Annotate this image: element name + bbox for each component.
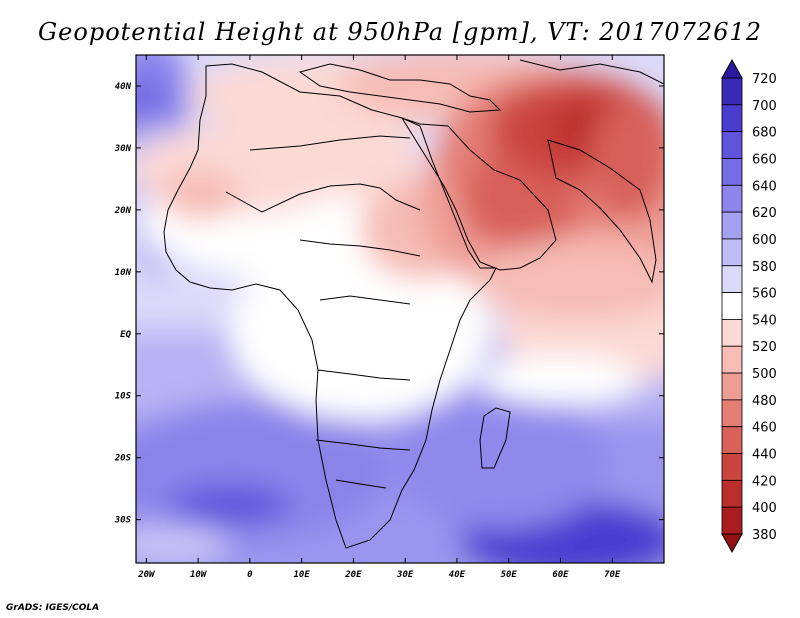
lon-label: 40E [449, 570, 466, 580]
height-field [136, 55, 664, 563]
lon-label: 20E [344, 570, 362, 580]
lat-label: 30S [114, 516, 132, 526]
colorbar-label: 440 [752, 448, 777, 463]
colorbar-segment [721, 77, 743, 106]
colorbar-label: 560 [752, 287, 777, 302]
colorbar-label: 660 [752, 152, 777, 167]
colorbar-label: 420 [752, 474, 777, 489]
lat-label: EQ [120, 330, 131, 340]
colorbar-label: 600 [752, 233, 777, 248]
longitude-ticks [145, 55, 613, 563]
colorbar-segment [721, 238, 743, 267]
plot-frame [135, 54, 665, 564]
colorbar-segment [721, 426, 743, 454]
colorbar-segment [721, 372, 743, 401]
colorbar-segment [721, 399, 743, 428]
colorbar-top-arrow [721, 58, 743, 79]
colorbar-segment [721, 184, 743, 213]
lat-label: 10S [115, 392, 132, 402]
coastlines [163, 59, 664, 549]
colorbar-segment [721, 345, 743, 374]
lon-label: 60E [552, 570, 569, 580]
lon-label: 30E [396, 570, 414, 580]
colorbar-label: 700 [752, 99, 777, 114]
lat-label: 40N [115, 82, 132, 92]
colorbar-segment [721, 265, 743, 293]
colorbar-segment [721, 453, 743, 481]
lon-label: 50E [501, 570, 518, 580]
colorbar-segment [721, 104, 743, 133]
latitude-ticks [136, 85, 664, 521]
colorbar-segment [721, 131, 743, 159]
colorbar-label: 620 [752, 206, 777, 221]
colorbar-segment [721, 506, 743, 535]
colorbar-label: 640 [752, 179, 777, 194]
colorbar-label: 380 [752, 528, 777, 543]
lat-label: 20N [114, 206, 132, 216]
colorbar-label: 720 [752, 72, 777, 87]
lat-label: 10N [115, 268, 132, 278]
colorbar-bottom-arrow [721, 533, 743, 554]
colorbar-label: 500 [752, 367, 777, 382]
colorbar-label: 540 [752, 313, 777, 328]
colorbar-label: 680 [752, 126, 777, 141]
longitude-labels: 20W 10W 0 10E 20E 30E 40E 50E 60E 70E [137, 570, 621, 580]
lon-label: 0 [247, 570, 253, 580]
lon-label: 20W [137, 570, 156, 580]
chart-title: Geopotential Height at 950hPa [gpm], VT:… [38, 18, 762, 46]
footer-credit: GrADS: IGES/COLA [6, 603, 100, 613]
colorbar-label: 520 [752, 340, 777, 355]
colorbar-segment [721, 292, 743, 320]
colorbar-segment [721, 479, 743, 508]
lon-label: 10E [294, 570, 311, 580]
lon-label: 10W [190, 570, 208, 580]
colorbar-label: 580 [752, 260, 777, 275]
lat-label: 30N [114, 144, 132, 154]
colorbar: 720 700 680 660 640 620 600 580 560 540 520 500 480 4… [721, 58, 777, 554]
colorbar-label: 480 [752, 394, 777, 409]
colorbar-label: 400 [752, 501, 777, 516]
colorbar-segment [721, 319, 743, 347]
colorbar-segment [721, 211, 743, 240]
colorbar-segment [721, 158, 743, 186]
colorbar-label: 460 [752, 421, 777, 436]
latitude-labels: 40N 30N 20N 10N EQ 10S 20S 30S [114, 82, 132, 526]
lon-label: 70E [604, 570, 621, 580]
lat-label: 20S [114, 454, 132, 464]
